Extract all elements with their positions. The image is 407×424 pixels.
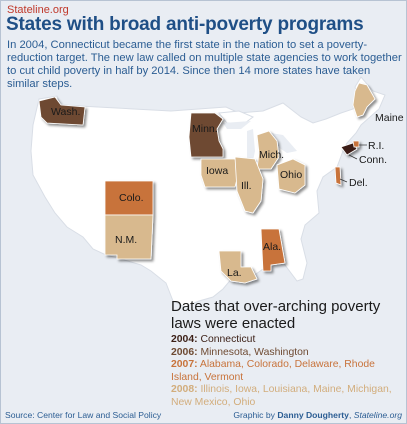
- label-maine: Maine: [375, 112, 404, 124]
- label-rhode-island: R.I.: [368, 140, 384, 152]
- label-louisiana: La.: [227, 267, 242, 279]
- label-michigan: Mich.: [259, 149, 284, 161]
- lake-superior: [223, 121, 251, 129]
- label-illinois: Ill.: [241, 180, 252, 192]
- legend: Dates that over-arching poverty laws wer…: [171, 298, 403, 409]
- state-washington: [38, 96, 86, 126]
- legend-title: Dates that over-arching poverty laws wer…: [171, 298, 381, 332]
- legend-year: 2006:: [171, 346, 198, 358]
- label-minnesota: Minn.: [192, 123, 218, 135]
- legend-row-2006: 2006: Minnesota, Washington: [171, 347, 403, 360]
- legend-states: Minnesota, Washington: [200, 346, 309, 358]
- state-delaware: [334, 166, 342, 186]
- state-rhode-island: [352, 140, 360, 148]
- label-delaware: Del.: [349, 177, 368, 189]
- legend-row-2004: 2004: Connecticut: [171, 334, 403, 347]
- label-ohio: Ohio: [280, 169, 302, 181]
- legend-year: 2007:: [171, 359, 198, 370]
- legend-states: Alabama, Colorado, Delaware, Rhode Islan…: [171, 359, 375, 383]
- page-title: States with broad anti-poverty programs: [6, 14, 364, 35]
- conn-leader-line: [348, 154, 358, 160]
- label-colorado: Colo.: [119, 192, 144, 204]
- michigan-peninsula: [218, 110, 254, 124]
- state-louisiana: [218, 250, 258, 284]
- intro-text: In 2004, Connecticut became the first st…: [7, 39, 402, 90]
- label-alabama: Ala.: [263, 241, 281, 253]
- del-leader-line: [339, 178, 348, 183]
- source-credit: Source: Center for Law and Social Policy: [5, 410, 162, 420]
- site-name: Stateline.org: [7, 4, 69, 16]
- state-new-mexico: [104, 214, 154, 260]
- graphic-prefix: Graphic by: [233, 410, 278, 420]
- legend-year: 2008:: [171, 384, 198, 395]
- state-maine: [352, 82, 376, 118]
- author-name: Danny Dougherty: [277, 410, 349, 420]
- credit-separator: ,: [348, 410, 354, 420]
- legend-states: Connecticut: [200, 334, 256, 345]
- graphic-credit: Graphic by Danny Dougherty, Stateline.or…: [233, 410, 402, 420]
- state-illinois: [234, 156, 264, 214]
- state-minnesota: [188, 112, 224, 158]
- state-alabama: [260, 228, 286, 272]
- state-michigan: [256, 130, 280, 170]
- state-connecticut: [340, 142, 358, 156]
- legend-states: Illinois, Iowa, Louisiana, Maine, Michig…: [171, 384, 392, 408]
- label-washington: Wash.: [51, 106, 80, 118]
- legend-year: 2004:: [171, 334, 198, 345]
- lake-huron-erie: [271, 133, 297, 153]
- label-iowa: Iowa: [206, 165, 228, 177]
- outlet-name: Stateline.org: [353, 410, 402, 420]
- label-connecticut: Conn.: [359, 154, 387, 166]
- legend-row-2008: 2008: Illinois, Iowa, Louisiana, Maine, …: [171, 384, 403, 409]
- state-ohio: [276, 158, 306, 194]
- legend-row-2007: 2007: Alabama, Colorado, Delaware, Rhode…: [171, 359, 403, 384]
- label-new-mexico: N.M.: [115, 234, 137, 246]
